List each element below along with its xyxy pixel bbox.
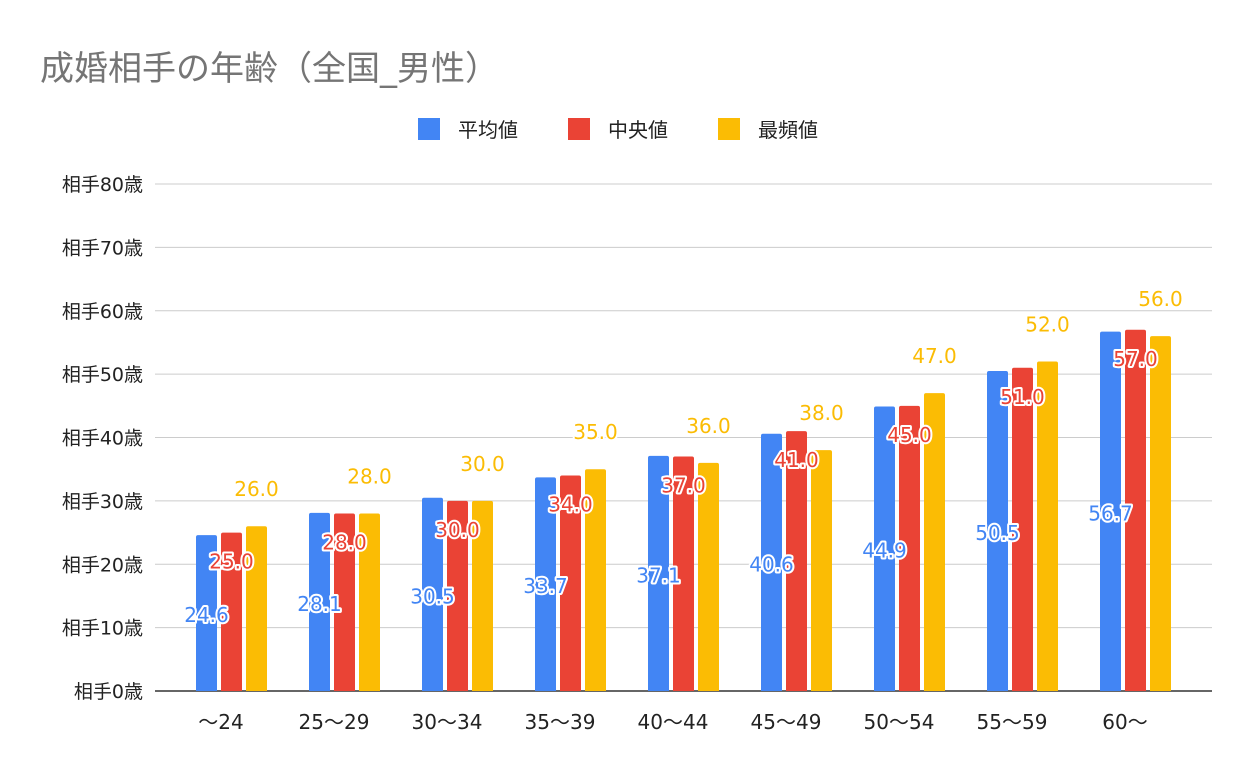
x-tick-label: 45〜49 bbox=[751, 710, 822, 734]
bar bbox=[811, 450, 832, 691]
bar bbox=[309, 512, 330, 691]
x-axis: 〜24 25〜29 30〜34 35〜39 40〜44 45〜49 50〜54 55〜59 60… bbox=[198, 710, 1147, 734]
bar bbox=[874, 406, 895, 691]
y-tick-label: 相手10歳 bbox=[62, 618, 143, 640]
y-tick-label: 相手50歳 bbox=[62, 364, 143, 386]
bar bbox=[1100, 331, 1121, 691]
x-tick-label: 30〜34 bbox=[412, 710, 483, 734]
data-label: 28.1 bbox=[297, 592, 342, 616]
legend-label: 中央値 bbox=[608, 118, 668, 142]
bar bbox=[987, 370, 1008, 691]
x-tick-label: 60〜 bbox=[1102, 710, 1147, 734]
y-tick-label: 相手20歳 bbox=[62, 554, 143, 576]
bar bbox=[447, 500, 468, 691]
data-label: 24.6 bbox=[184, 603, 229, 627]
legend-label: 平均値 bbox=[458, 118, 518, 142]
legend: 平均値 中央値 最頻値 bbox=[418, 118, 818, 142]
data-label: 26.0 bbox=[234, 477, 279, 501]
x-tick-label: 〜24 bbox=[198, 710, 243, 734]
data-label: 57.0 bbox=[1113, 347, 1158, 371]
legend-label: 最頻値 bbox=[758, 118, 818, 142]
data-label: 45.0 bbox=[887, 423, 932, 447]
data-labels: 24.6 25.0 26.0 28.1 28.0 28.0 30.5 30.0 30.0 33.7… bbox=[182, 285, 1185, 629]
data-label: 50.5 bbox=[975, 521, 1020, 545]
bar bbox=[1037, 361, 1058, 691]
y-axis: 相手0歳 相手10歳 相手20歳 相手30歳 相手40歳 相手50歳 相手60歳 相手70歳 相… bbox=[62, 174, 143, 703]
gridlines bbox=[155, 183, 1212, 692]
y-tick-label: 相手0歳 bbox=[74, 681, 143, 703]
y-tick-label: 相手70歳 bbox=[62, 237, 143, 259]
bar bbox=[334, 513, 355, 691]
data-label: 28.0 bbox=[322, 531, 367, 555]
data-label: 56.7 bbox=[1088, 501, 1133, 525]
data-label: 52.0 bbox=[1025, 312, 1070, 336]
data-label: 40.6 bbox=[749, 552, 794, 576]
data-label: 37.1 bbox=[636, 563, 681, 587]
legend-swatch bbox=[568, 118, 590, 140]
bar bbox=[560, 475, 581, 691]
bar bbox=[1125, 329, 1146, 691]
bar bbox=[899, 405, 920, 691]
bar bbox=[585, 469, 606, 691]
bar bbox=[761, 433, 782, 691]
bar bbox=[472, 500, 493, 691]
bar bbox=[673, 456, 694, 691]
data-label: 51.0 bbox=[1000, 385, 1045, 409]
bar bbox=[359, 513, 380, 691]
data-label: 47.0 bbox=[912, 344, 957, 368]
data-label: 25.0 bbox=[209, 550, 254, 574]
bar bbox=[535, 477, 556, 691]
legend-swatch bbox=[418, 118, 440, 140]
data-label: 35.0 bbox=[573, 420, 618, 444]
data-label: 41.0 bbox=[774, 448, 819, 472]
bar bbox=[221, 532, 242, 691]
bar bbox=[422, 497, 443, 691]
data-label: 38.0 bbox=[799, 401, 844, 425]
bars bbox=[196, 329, 1171, 691]
data-label: 30.0 bbox=[460, 452, 505, 476]
data-label: 30.0 bbox=[435, 518, 480, 542]
y-tick-label: 相手40歳 bbox=[62, 428, 143, 450]
data-label: 28.0 bbox=[347, 465, 392, 489]
y-tick-label: 相手60歳 bbox=[62, 301, 143, 323]
bar bbox=[1012, 367, 1033, 691]
bar bbox=[648, 455, 669, 691]
x-tick-label: 55〜59 bbox=[977, 710, 1048, 734]
data-label: 37.0 bbox=[661, 474, 706, 498]
data-label: 44.9 bbox=[862, 539, 907, 563]
bar bbox=[1150, 336, 1171, 691]
bar bbox=[246, 526, 267, 691]
data-label: 34.0 bbox=[548, 493, 593, 517]
bar bbox=[196, 535, 217, 691]
x-tick-label: 40〜44 bbox=[638, 710, 709, 734]
chart-title: 成婚相手の年齢（全国_男性） bbox=[40, 49, 499, 89]
legend-swatch bbox=[718, 118, 740, 140]
bar bbox=[786, 431, 807, 691]
data-label: 33.7 bbox=[523, 574, 568, 598]
y-tick-label: 相手30歳 bbox=[62, 491, 143, 513]
bar bbox=[698, 462, 719, 691]
x-tick-label: 50〜54 bbox=[864, 710, 935, 734]
bar bbox=[924, 393, 945, 691]
data-label: 30.5 bbox=[410, 584, 455, 608]
x-tick-label: 25〜29 bbox=[299, 710, 370, 734]
x-tick-label: 35〜39 bbox=[525, 710, 596, 734]
y-tick-label: 相手80歳 bbox=[62, 174, 143, 196]
data-label: 36.0 bbox=[686, 414, 731, 438]
data-label: 56.0 bbox=[1138, 287, 1183, 311]
